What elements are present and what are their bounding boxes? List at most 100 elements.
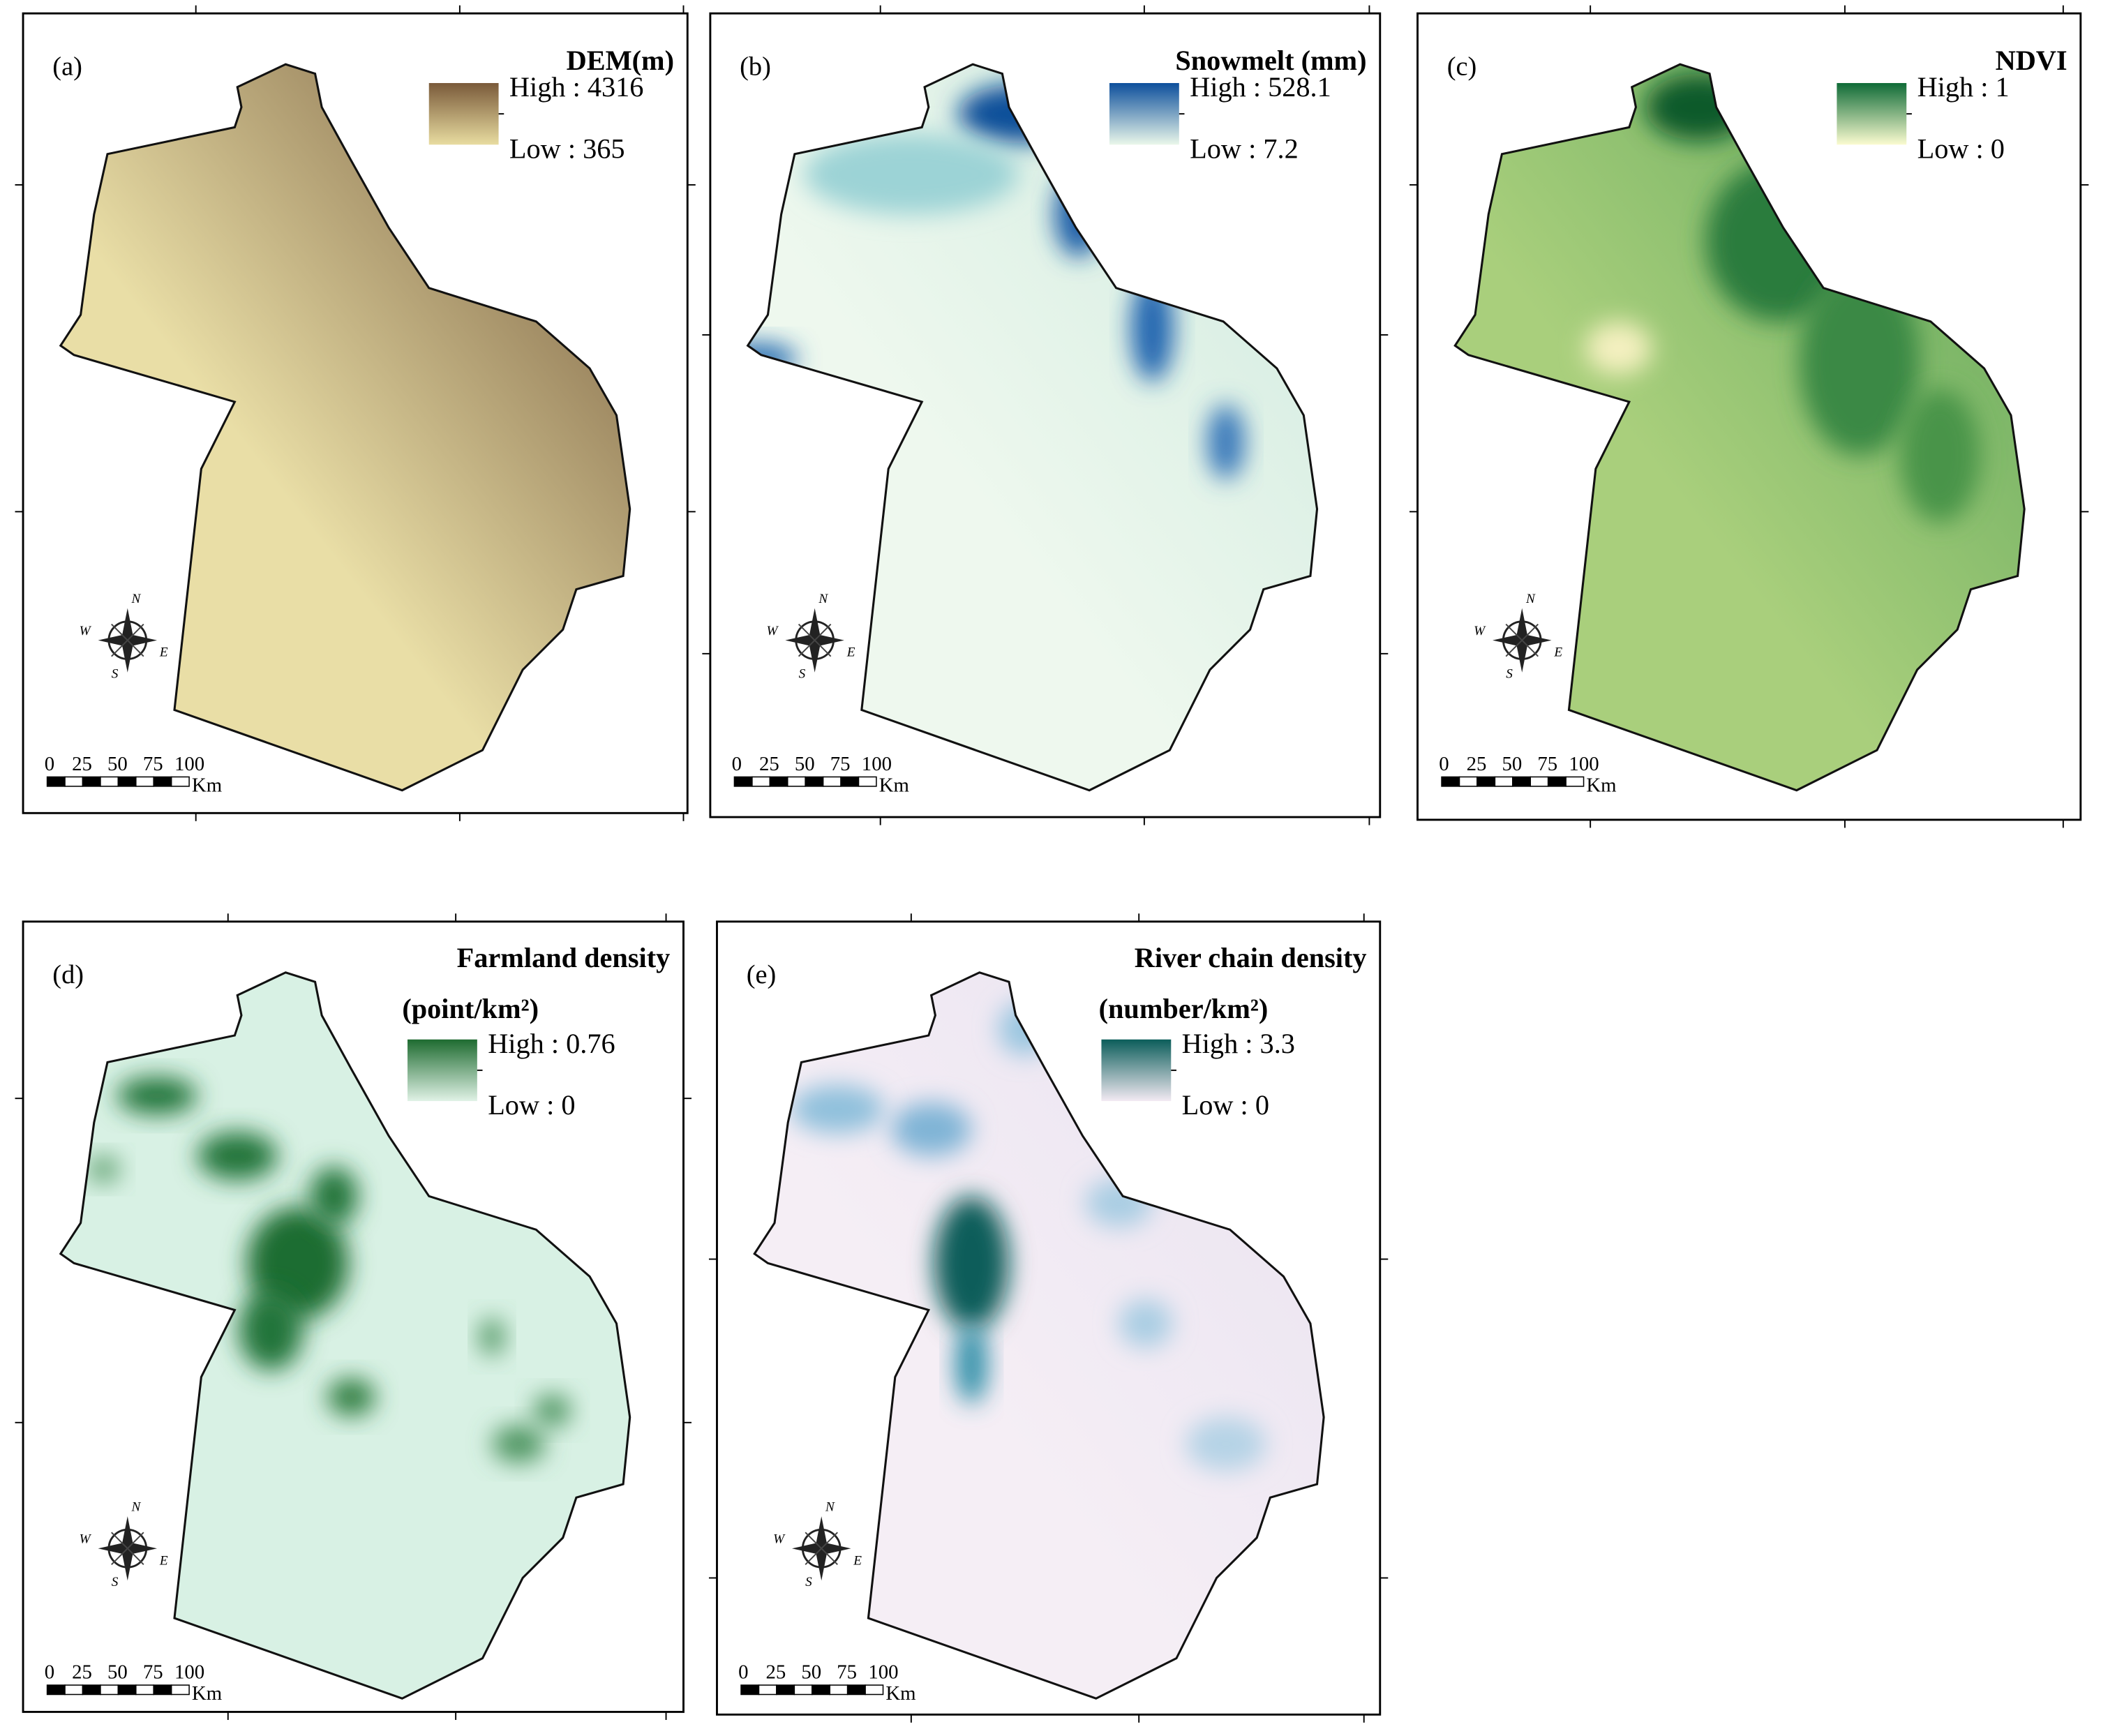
density-blob xyxy=(1585,321,1652,375)
compass-letter: E xyxy=(853,1553,862,1568)
legend-high: High : 0.76 xyxy=(488,1028,615,1059)
scale-unit: Km xyxy=(879,775,909,797)
scale-segment xyxy=(752,776,771,787)
legend-high: High : 528.1 xyxy=(1190,71,1331,103)
compass-letter: E xyxy=(1553,645,1562,660)
legend-ramp xyxy=(408,1039,477,1102)
compass-letter: E xyxy=(159,645,168,660)
scale-segment xyxy=(153,776,172,787)
compass-letter: W xyxy=(767,624,779,638)
scale-unit: Km xyxy=(885,1682,915,1705)
study-area xyxy=(60,972,630,1699)
scale-segment xyxy=(822,776,842,787)
scale-tick-label: 75 xyxy=(1537,753,1557,775)
scale-segment xyxy=(846,1684,866,1696)
legend-title: Farmland density xyxy=(457,942,671,973)
compass-letter: S xyxy=(112,666,119,681)
study-area-border xyxy=(59,971,631,1700)
scale-segment xyxy=(786,776,806,787)
study-area-border xyxy=(59,63,631,792)
density-blob xyxy=(533,1394,571,1427)
legend-ramp xyxy=(428,83,499,145)
density-blob xyxy=(891,1102,972,1156)
compass-letter: N xyxy=(825,1499,835,1514)
panel-label: (e) xyxy=(747,960,777,989)
scale-tick-label: 0 xyxy=(738,1661,748,1683)
map-panel: (e) River chain density (number/km²) High :… xyxy=(716,920,1382,1716)
scale-tick-label: 75 xyxy=(143,1661,163,1683)
map-panel: (b) Snowmelt (mm)High : 528.1 Low : 7.2 N W E… xyxy=(709,12,1382,818)
study-area-fill xyxy=(60,64,630,791)
scale-tick-label: 50 xyxy=(795,753,815,775)
legend-subtitle: (point/km²) xyxy=(402,993,539,1024)
density-blob xyxy=(1899,388,1980,523)
density-blob xyxy=(804,133,1019,215)
compass-letter: S xyxy=(112,1575,119,1589)
legend-high: High : 4316 xyxy=(509,71,644,103)
compass: N W E S xyxy=(773,1499,862,1589)
density-blob xyxy=(791,1085,885,1134)
legend-subtitle: (number/km²) xyxy=(1099,993,1269,1024)
legend-ramp xyxy=(1101,1039,1172,1102)
map-panel: (a) DEM(m)High : 4316 Low : 365 N W E S 0 25 50 75… xyxy=(22,12,689,814)
scale-segment xyxy=(117,1684,137,1696)
compass-star xyxy=(111,623,144,657)
legend-low: Low : 7.2 xyxy=(1190,133,1299,165)
scale-tick-label: 100 xyxy=(862,753,892,775)
legend-high: High : 3.3 xyxy=(1182,1028,1295,1059)
scale-tick-label: 100 xyxy=(868,1661,898,1683)
study-area-fill xyxy=(747,64,1317,791)
scale-tick-label: 0 xyxy=(732,753,742,775)
density-blob xyxy=(117,1077,197,1115)
scale-segment xyxy=(100,776,119,787)
compass-letter: E xyxy=(159,1553,168,1568)
scale-segment xyxy=(117,776,137,787)
compass: N W E S xyxy=(767,592,855,682)
scale-segment xyxy=(805,776,824,787)
legend-title: DEM(m) xyxy=(567,45,674,76)
scale-segment xyxy=(100,1684,119,1696)
scale-tick-label: 75 xyxy=(143,753,163,775)
scale-segment xyxy=(858,776,877,787)
legend-low: Low : 0 xyxy=(1182,1089,1269,1121)
scale-segment xyxy=(840,776,860,787)
scale-segment xyxy=(153,1684,172,1696)
density-blob xyxy=(958,84,1079,144)
density-blob xyxy=(479,1318,504,1356)
study-area-border xyxy=(1453,63,2026,792)
panel-label: (b) xyxy=(740,52,771,82)
panel-frame xyxy=(22,12,689,814)
scale-segment xyxy=(1530,776,1549,787)
scale-segment xyxy=(135,1684,154,1696)
compass: N W E S xyxy=(80,1499,168,1589)
scale-segment xyxy=(740,1684,760,1696)
density-blob xyxy=(955,1323,988,1404)
compass-letter: E xyxy=(846,645,855,660)
scale-unit: Km xyxy=(1586,775,1616,797)
compass: N W E S xyxy=(80,592,168,682)
density-blob xyxy=(1119,1299,1173,1348)
compass-letter: N xyxy=(818,592,828,606)
legend-title: Snowmelt (mm) xyxy=(1175,45,1366,76)
density-blob xyxy=(1799,267,1920,456)
legend-ramp xyxy=(1109,83,1179,145)
scale-unit: Km xyxy=(192,1682,222,1705)
scale-tick-label: 25 xyxy=(1467,753,1487,775)
scale-segment xyxy=(170,776,190,787)
compass-letter: W xyxy=(80,624,92,638)
compass-star xyxy=(798,623,832,657)
scale-segment xyxy=(865,1684,884,1696)
compass-letter: S xyxy=(1506,666,1513,681)
panel-label: (d) xyxy=(52,960,84,989)
compass-letter: N xyxy=(1525,592,1536,606)
density-blob xyxy=(1186,1417,1266,1471)
study-area-border xyxy=(753,971,1325,1700)
panel-label: (c) xyxy=(1447,52,1477,82)
density-blob xyxy=(87,1155,120,1183)
scale-segment xyxy=(733,776,753,787)
compass-star xyxy=(805,1532,838,1565)
scale-tick-label: 50 xyxy=(107,753,128,775)
